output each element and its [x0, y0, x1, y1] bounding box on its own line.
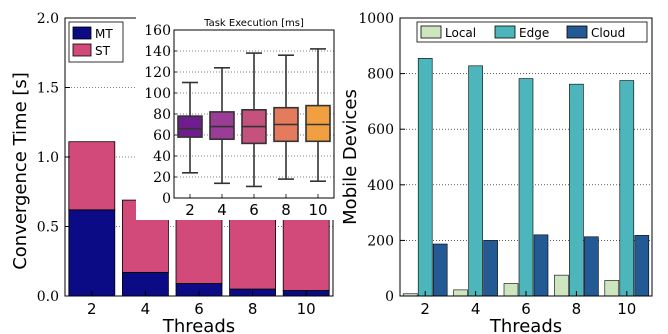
- right-bars: [402, 58, 650, 297]
- left-y-tick-label: 0.5: [37, 220, 59, 236]
- right-y-tick-label: 0: [385, 289, 394, 305]
- inset-boxes: [177, 48, 331, 188]
- left-y-tick-label: 1.0: [37, 150, 59, 166]
- right-x-axis-label: Threads: [489, 316, 562, 334]
- left-x-ticks: 2 4 6 8 10: [87, 291, 316, 318]
- legend-label-mt: MT: [95, 27, 113, 41]
- inset-box-4: [209, 111, 235, 141]
- bar-edge-4: [468, 65, 483, 297]
- inset-x-ticks: 2 4 6 8 10: [185, 194, 328, 219]
- legend-swatch-cloud: [566, 25, 588, 39]
- legend-swatch-st: [72, 43, 92, 57]
- left-y-tick-label: 0.0: [37, 289, 59, 305]
- left-y-axis-label: Convergence Time [s]: [10, 72, 31, 270]
- bar-edge-10: [619, 80, 635, 297]
- bar-mt-2: [68, 209, 116, 297]
- legend-label-st: ST: [95, 44, 111, 58]
- inset-y-ticks: 0 20 40 60 80 100 120 140 160: [144, 23, 177, 207]
- inset-y-tick-label: 120: [144, 65, 171, 81]
- bar-edge-2: [417, 58, 433, 297]
- left-x-tick-label: 6: [194, 300, 204, 318]
- right-y-axis-label: Mobile Devices: [340, 89, 361, 225]
- bar-cloud-8: [584, 236, 599, 297]
- left-y-tick-label: 1.5: [37, 81, 59, 97]
- left-legend: MT ST: [68, 21, 124, 63]
- inset-x-tick-label: 2: [185, 201, 195, 219]
- inset-y-tick-label: 160: [144, 23, 171, 39]
- inset-y-tick-label: 80: [153, 107, 171, 123]
- right-y-ticks: 0 200 400 600 800 1000: [358, 11, 405, 305]
- convergence-time-chart: 0.0 0.5 1.0 1.5 2.0 2 4 6 8 10 Convergence Time …: [10, 11, 335, 334]
- bar-edge-6: [518, 78, 534, 297]
- right-y-tick-label: 400: [367, 178, 394, 194]
- inset-y-tick-label: 40: [153, 149, 171, 165]
- right-y-tick-label: 1000: [358, 11, 394, 27]
- legend-swatch-mt: [72, 26, 92, 40]
- left-x-tick-label: 10: [297, 300, 316, 318]
- inset-y-tick-label: 20: [153, 170, 171, 186]
- inset-x-tick-label: 6: [249, 201, 259, 219]
- bar-cloud-4: [483, 240, 498, 297]
- inset-x-tick-label: 8: [281, 201, 291, 219]
- inset-y-tick-label: 60: [153, 128, 171, 144]
- inset-y-tick-label: 140: [144, 44, 171, 60]
- inset-y-tick-label: 100: [144, 86, 171, 102]
- right-x-tick-label: 2: [420, 300, 430, 318]
- right-y-tick-label: 600: [367, 122, 394, 138]
- inset-title: Task Execution [ms]: [203, 18, 304, 29]
- legend-label-local: Local: [445, 26, 476, 40]
- bar-local-6: [503, 283, 519, 297]
- legend-label-edge: Edge: [519, 26, 549, 40]
- left-x-tick-label: 8: [248, 300, 258, 318]
- inset-y-tick-label: 0: [162, 191, 171, 207]
- inset-box-2: [177, 115, 203, 138]
- right-legend: Local Edge Cloud: [416, 21, 648, 43]
- bar-cloud-10: [634, 235, 650, 297]
- left-y-tick-label: 2.0: [37, 11, 59, 27]
- right-y-tick-label: 800: [367, 67, 394, 83]
- bar-local-4: [453, 289, 468, 297]
- bar-st-2: [68, 141, 116, 211]
- left-x-axis-label: Threads: [162, 316, 235, 334]
- legend-swatch-local: [420, 25, 442, 39]
- right-x-tick-label: 4: [471, 300, 481, 318]
- right-legend-box: [416, 21, 648, 43]
- left-y-ticks: 0.0 0.5 1.0 1.5 2.0: [37, 11, 70, 305]
- left-x-tick-label: 2: [87, 300, 97, 318]
- legend-label-cloud: Cloud: [591, 26, 625, 40]
- right-x-tick-label: 10: [617, 300, 636, 318]
- task-execution-inset: 0 20 40 60 80 100 120 140 160 2 4 6 8 10 Task Execut…: [136, 16, 335, 220]
- right-x-tick-label: 8: [572, 300, 582, 318]
- bar-local-8: [554, 274, 569, 297]
- right-x-tick-label: 6: [521, 300, 531, 318]
- bar-local-10: [604, 280, 620, 297]
- bar-edge-8: [569, 83, 584, 297]
- left-x-tick-label: 4: [141, 300, 151, 318]
- inset-x-tick-label: 10: [308, 201, 327, 219]
- bar-cloud-2: [432, 243, 448, 297]
- inset-box-10: [305, 104, 331, 143]
- inset-background: [136, 16, 334, 220]
- bar-st-8: [229, 214, 277, 290]
- bar-cloud-6: [533, 234, 549, 297]
- right-y-tick-label: 200: [367, 233, 394, 249]
- right-x-ticks: 2 4 6 8 10: [420, 291, 636, 318]
- legend-swatch-edge: [494, 25, 516, 39]
- inset-x-tick-label: 4: [217, 201, 227, 219]
